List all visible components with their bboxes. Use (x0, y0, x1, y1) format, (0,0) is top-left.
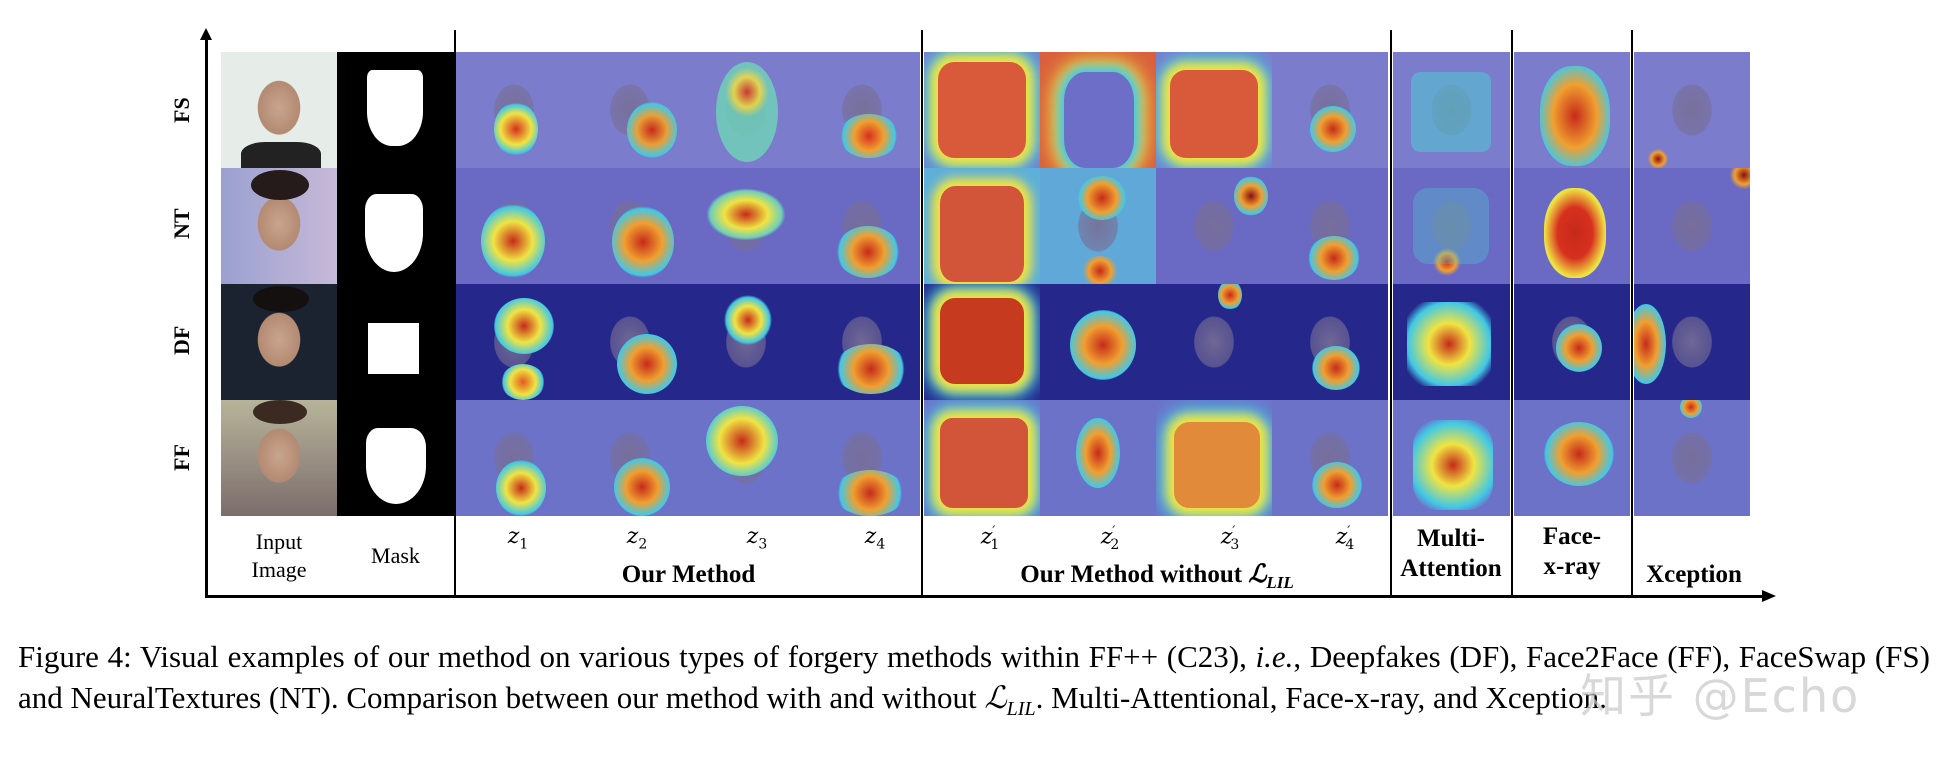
heatmap-ours-z1-fs (456, 52, 572, 168)
col-label-mask: Mask (371, 543, 420, 568)
heatmap-without-z4-nt (1272, 168, 1388, 284)
row-label-ff: FF (169, 444, 194, 471)
input-image-fs (221, 52, 337, 168)
heatmap-xception-ff (1634, 400, 1750, 516)
col-label-xception: Xception (1646, 561, 1742, 588)
heatmap-without-z4-fs (1272, 52, 1388, 168)
heatmap-without-z1-nt (924, 168, 1040, 284)
heatmap-ours-z1-ff (456, 400, 572, 516)
heatmap-ours-z4-df (804, 284, 920, 400)
mask-fs (367, 70, 423, 146)
heatmap-ours-z2-fs (572, 52, 688, 168)
input-image-ff (221, 400, 337, 516)
heatmap-ours-z1-nt (456, 168, 572, 284)
heatmap-xception-fs (1634, 52, 1750, 168)
col-label-z4: z4 (864, 524, 886, 553)
heatmap-multiatt-ff (1393, 400, 1510, 516)
heatmap-ours-z4-nt (804, 168, 920, 284)
mask-ff (366, 428, 426, 504)
heatmap-without-z1-df (924, 284, 1040, 400)
divider-mask-ours (454, 30, 456, 596)
x-axis-arrow-icon (1762, 590, 1776, 602)
heatmap-xception-df (1634, 284, 1750, 400)
heatmap-ours-z4-ff (804, 400, 920, 516)
col-label-z2: z2 (626, 524, 648, 553)
heatmap-without-z2-df (1040, 284, 1156, 400)
col-label-multi-attention: Multi- Attention (1400, 525, 1502, 582)
heatmap-ours-z3-ff (688, 400, 804, 516)
heatmap-facexray-fs (1514, 52, 1630, 168)
col-label-z2-prime: z′2 (1100, 524, 1120, 553)
group-label-our-method: Our Method (621, 561, 756, 588)
col-label-z1-prime: z′1 (980, 524, 1000, 553)
heatmap-without-z4-ff (1272, 400, 1388, 516)
heatmap-without-z1-fs (924, 52, 1040, 168)
heatmap-multiatt-nt (1393, 168, 1510, 284)
heatmap-ours-z2-df (572, 284, 688, 400)
divider-without-multiatt (1390, 30, 1392, 596)
mask-column (337, 52, 454, 516)
heatmap-without-z3-df (1156, 284, 1272, 400)
col-label-face-xray: Face- x-ray (1542, 523, 1602, 580)
heatmap-ours-z1-df (456, 284, 572, 400)
col-label-z3-prime: z′3 (1220, 524, 1240, 553)
heatmap-xception-nt (1634, 168, 1750, 284)
input-image-nt (221, 168, 337, 284)
heatmap-ours-z4-fs (804, 52, 920, 168)
input-image-df (221, 284, 337, 400)
divider-facexray-xception (1631, 30, 1633, 596)
col-label-z1: z1 (507, 524, 529, 553)
watermark: 知乎 @Echo (1580, 669, 1861, 723)
y-axis-arrow-icon (200, 28, 212, 40)
heatmap-without-z2-fs (1040, 52, 1156, 168)
row-label-nt: NT (169, 208, 194, 239)
heatmap-ours-z3-nt (688, 168, 804, 284)
row-label-fs: FS (169, 97, 194, 123)
divider-ours-without (921, 30, 923, 596)
x-axis (205, 595, 1765, 598)
heatmap-without-z1-ff (924, 400, 1040, 516)
heatmap-without-z2-ff (1040, 400, 1156, 516)
heatmap-without-z3-nt (1156, 168, 1272, 284)
heatmap-ours-z3-fs (688, 52, 804, 168)
heatmap-multiatt-fs (1393, 52, 1510, 168)
heatmap-ours-z3-df (688, 284, 804, 400)
divider-multiatt-facexray (1511, 30, 1513, 596)
figure-caption: Figure 4: Visual examples of our method … (18, 639, 1930, 721)
heatmap-without-z4-df (1272, 284, 1388, 400)
group-label-without-lil: Our Method without ℒLIL (1020, 561, 1294, 592)
row-label-df: DF (169, 325, 194, 355)
col-label-z3: z3 (746, 524, 768, 553)
heatmap-facexray-df (1514, 284, 1630, 400)
heatmap-without-z3-ff (1156, 400, 1272, 516)
heatmap-facexray-nt (1514, 168, 1630, 284)
y-axis (205, 36, 208, 598)
mask-nt (365, 194, 423, 272)
heatmap-ours-z2-nt (572, 168, 688, 284)
mask-df (368, 323, 419, 374)
heatmap-without-z3-fs (1156, 52, 1272, 168)
col-label-input-image: Input Image (251, 529, 307, 582)
heatmap-multiatt-df (1393, 284, 1510, 400)
heatmap-without-z2-nt (1040, 168, 1156, 284)
col-label-z4-prime: z′4 (1335, 524, 1355, 553)
heatmap-facexray-ff (1514, 400, 1630, 516)
heatmap-ours-z2-ff (572, 400, 688, 516)
